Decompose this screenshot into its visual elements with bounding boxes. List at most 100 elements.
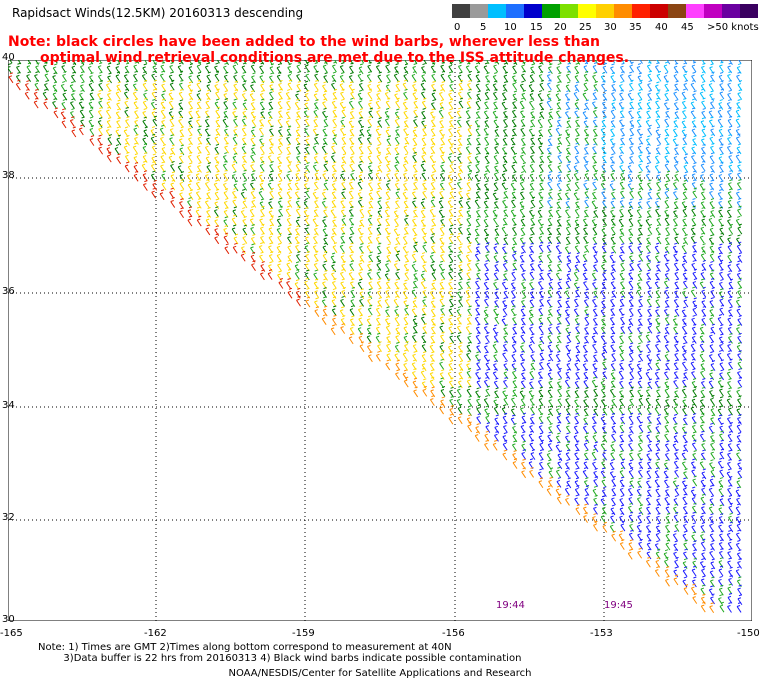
wind-barb <box>447 197 453 208</box>
wind-barb <box>303 180 309 191</box>
wind-barb <box>682 205 688 217</box>
wind-barb <box>395 332 401 344</box>
wind-barb <box>196 142 202 154</box>
wind-barb <box>691 314 697 326</box>
wind-barb <box>385 215 391 227</box>
wind-barb <box>439 117 445 128</box>
wind-barb <box>332 106 338 118</box>
wind-barb <box>448 98 454 110</box>
wind-barb <box>331 71 337 83</box>
wind-barb <box>628 277 634 289</box>
wind-barb <box>700 269 706 280</box>
wind-barb <box>313 178 319 190</box>
wind-barb <box>530 449 536 460</box>
wind-barb <box>737 558 742 569</box>
wind-barb <box>566 270 572 282</box>
wind-barb <box>423 60 427 65</box>
wind-barb <box>431 161 437 172</box>
wind-barb <box>150 98 156 110</box>
wind-barb <box>709 602 715 614</box>
wind-barb <box>440 81 446 92</box>
wind-barb <box>618 151 624 163</box>
wind-barb <box>132 142 138 154</box>
wind-barb <box>691 466 697 478</box>
wind-barb <box>466 97 472 109</box>
wind-barb <box>592 367 598 379</box>
wind-barb <box>574 484 580 496</box>
wind-barb <box>422 187 428 199</box>
wind-barb <box>727 484 733 496</box>
wind-barb <box>555 269 561 281</box>
wind-barb <box>457 251 463 262</box>
wind-barb <box>313 116 319 127</box>
wind-barb <box>683 234 689 245</box>
wind-barb <box>727 296 733 307</box>
wind-barb <box>421 341 427 352</box>
wind-barb <box>439 358 445 370</box>
wind-barb <box>528 387 534 399</box>
wind-barb <box>222 115 228 127</box>
wind-barb <box>376 143 381 155</box>
wind-barb <box>718 513 724 524</box>
wind-barb <box>638 133 644 145</box>
wind-barb <box>411 188 417 200</box>
wind-barb <box>304 143 310 155</box>
wind-barb <box>483 206 489 218</box>
wind-barb <box>709 224 715 236</box>
wind-barb <box>386 144 392 155</box>
wind-barb <box>277 170 283 181</box>
wind-barb <box>528 81 534 92</box>
wind-barb <box>232 152 238 164</box>
wind-barb <box>493 278 498 290</box>
wind-barb <box>258 124 264 136</box>
wind-barb <box>654 368 660 380</box>
wind-barb <box>448 171 453 182</box>
wind-barb <box>467 124 473 136</box>
wind-barb <box>456 214 462 226</box>
wind-barb <box>313 153 319 164</box>
wind-barb <box>637 511 643 523</box>
wind-barb <box>574 295 579 307</box>
wind-barb <box>70 71 76 83</box>
wind-barb <box>502 387 508 399</box>
wind-barb <box>682 215 688 227</box>
wind-barb <box>503 287 509 299</box>
wind-barb <box>619 387 624 398</box>
wind-barb <box>547 178 553 190</box>
wind-barb <box>529 90 535 101</box>
wind-barb <box>323 206 329 218</box>
wind-barb <box>287 179 293 191</box>
wind-barb <box>287 287 293 299</box>
wind-barb <box>152 79 158 91</box>
wind-barb <box>278 278 284 289</box>
wind-barb <box>304 90 310 101</box>
wind-barb <box>493 331 499 343</box>
wind-barb <box>42 88 48 100</box>
wind-barb <box>530 403 535 415</box>
wind-barb <box>584 196 590 208</box>
wind-barb <box>709 576 715 588</box>
wind-barb <box>529 413 535 425</box>
wind-barb <box>98 79 104 91</box>
wind-barb <box>205 97 211 109</box>
wind-barb <box>513 60 518 66</box>
wind-barb <box>268 170 274 182</box>
wind-barb <box>692 268 698 280</box>
wind-barb <box>485 162 491 173</box>
wind-barb <box>529 367 535 379</box>
wind-barb <box>673 548 678 560</box>
wind-barb <box>97 117 103 128</box>
wind-barb <box>502 432 508 443</box>
wind-barb <box>710 287 716 298</box>
wind-barb <box>359 341 365 353</box>
wind-barb <box>710 125 716 137</box>
wind-barb <box>574 99 580 110</box>
wind-barb <box>510 143 516 155</box>
wind-barb <box>70 108 75 119</box>
wind-barb <box>321 314 327 325</box>
wind-barb <box>123 142 129 154</box>
wind-barb <box>251 260 256 271</box>
wind-barb <box>602 269 607 281</box>
wind-barb <box>71 126 77 138</box>
wind-barb <box>700 71 706 82</box>
